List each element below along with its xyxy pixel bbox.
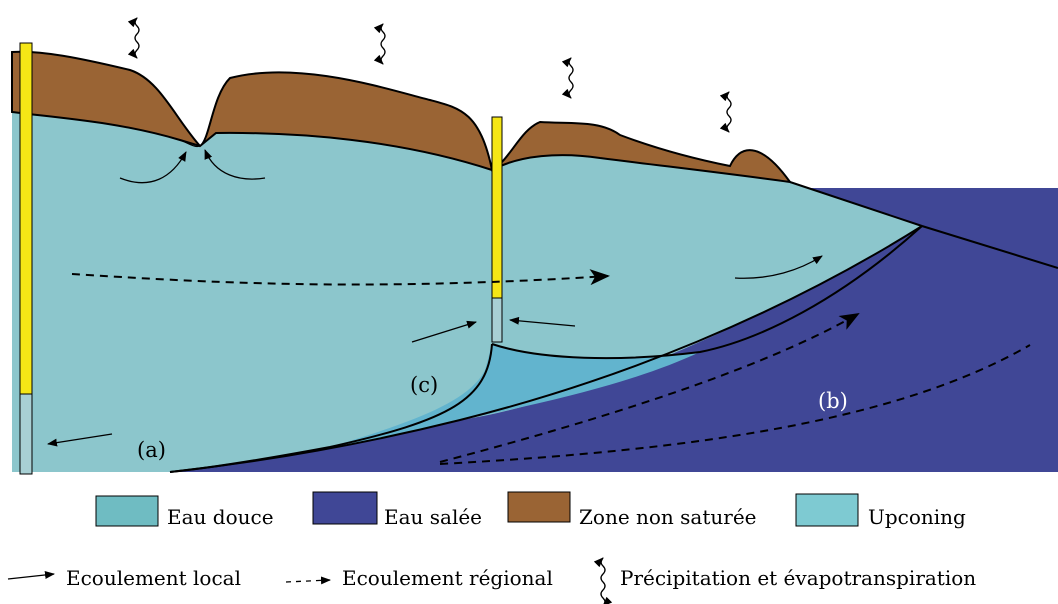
regional-flow-arrow-2 bbox=[439, 313, 860, 463]
legend-row-2: Ecoulement local Ecoulement régional Pré… bbox=[7, 557, 976, 604]
legend-label-fresh-water: Eau douce bbox=[167, 505, 274, 529]
label-c: (c) bbox=[410, 373, 438, 397]
legend-label-local-flow: Ecoulement local bbox=[66, 566, 241, 590]
legend-swatch-salt-water bbox=[312, 491, 378, 525]
precip-arrow-4 bbox=[719, 91, 732, 133]
well-a-screen bbox=[19, 393, 33, 475]
legend-label-regional-flow: Ecoulement régional bbox=[342, 566, 553, 590]
label-b: (b) bbox=[818, 389, 848, 413]
legend-swatch-unsaturated-zone bbox=[507, 491, 571, 523]
legend-swatch-fresh-water bbox=[95, 495, 159, 527]
regional-flow-arrows bbox=[71, 269, 1031, 465]
legend-label-unsaturated-zone: Zone non saturée bbox=[579, 505, 757, 529]
upconing-interface bbox=[491, 225, 923, 360]
legend-swatch-upconing bbox=[795, 493, 859, 527]
local-flow-arrow-4 bbox=[411, 320, 477, 343]
fresh-water-zone bbox=[12, 112, 922, 472]
solid-arrow-icon bbox=[7, 570, 55, 580]
dashed-arrow-icon bbox=[285, 576, 331, 585]
local-flow-arrow-2 bbox=[204, 149, 266, 180]
water-table-line bbox=[11, 111, 791, 183]
regional-flow-arrow-1 bbox=[71, 269, 610, 286]
legend-row-1: Eau douce Eau salée Zone non saturée Upc… bbox=[95, 491, 966, 529]
well-c-casing bbox=[491, 116, 503, 299]
precipitation-arrows bbox=[127, 17, 732, 133]
legend-label-precipitation: Précipitation et évapotranspiration bbox=[620, 566, 976, 590]
precip-arrow-3 bbox=[561, 57, 574, 99]
regional-flow-arrow-3 bbox=[439, 344, 1031, 465]
local-flow-arrow-6 bbox=[47, 433, 113, 447]
well-a-casing bbox=[19, 42, 33, 395]
precip-arrow-1 bbox=[127, 17, 140, 59]
double-wavy-arrow-icon bbox=[593, 557, 613, 604]
legend-label-salt-water: Eau salée bbox=[384, 505, 482, 529]
well-c-screen bbox=[491, 297, 503, 343]
local-flow-arrow-1 bbox=[119, 151, 187, 184]
precip-arrow-2 bbox=[373, 23, 386, 65]
salt-water-zone bbox=[170, 182, 1058, 472]
local-flow-arrow-5 bbox=[509, 316, 576, 327]
label-a: (a) bbox=[137, 438, 166, 462]
local-flow-arrows bbox=[47, 149, 823, 447]
legend-label-upconing: Upconing bbox=[868, 505, 966, 529]
local-flow-arrow-3 bbox=[734, 255, 823, 279]
upconing-cone-line bbox=[169, 343, 493, 473]
